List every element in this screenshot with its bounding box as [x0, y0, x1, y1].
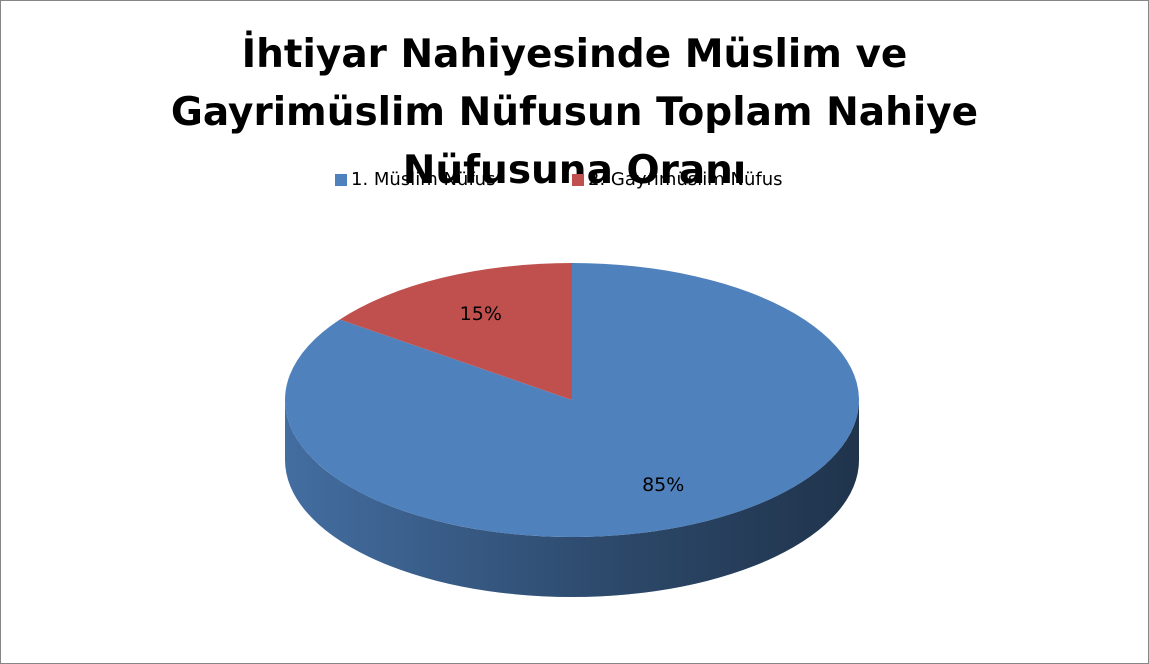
legend-swatch: [335, 174, 347, 186]
data-label: 15%: [460, 303, 502, 325]
data-label: 85%: [642, 474, 684, 496]
chart-title: İhtiyar Nahiyesinde Müslim ve Gayrimüsli…: [170, 32, 979, 193]
legend-label: 1. Müslim Nüfus: [351, 169, 495, 190]
side-shade: [285, 400, 859, 597]
legend-label: 2. Gayrimüslim Nüfus: [588, 169, 783, 190]
legend-swatch: [572, 174, 584, 186]
slice: [285, 263, 860, 537]
slice: [339, 263, 572, 400]
